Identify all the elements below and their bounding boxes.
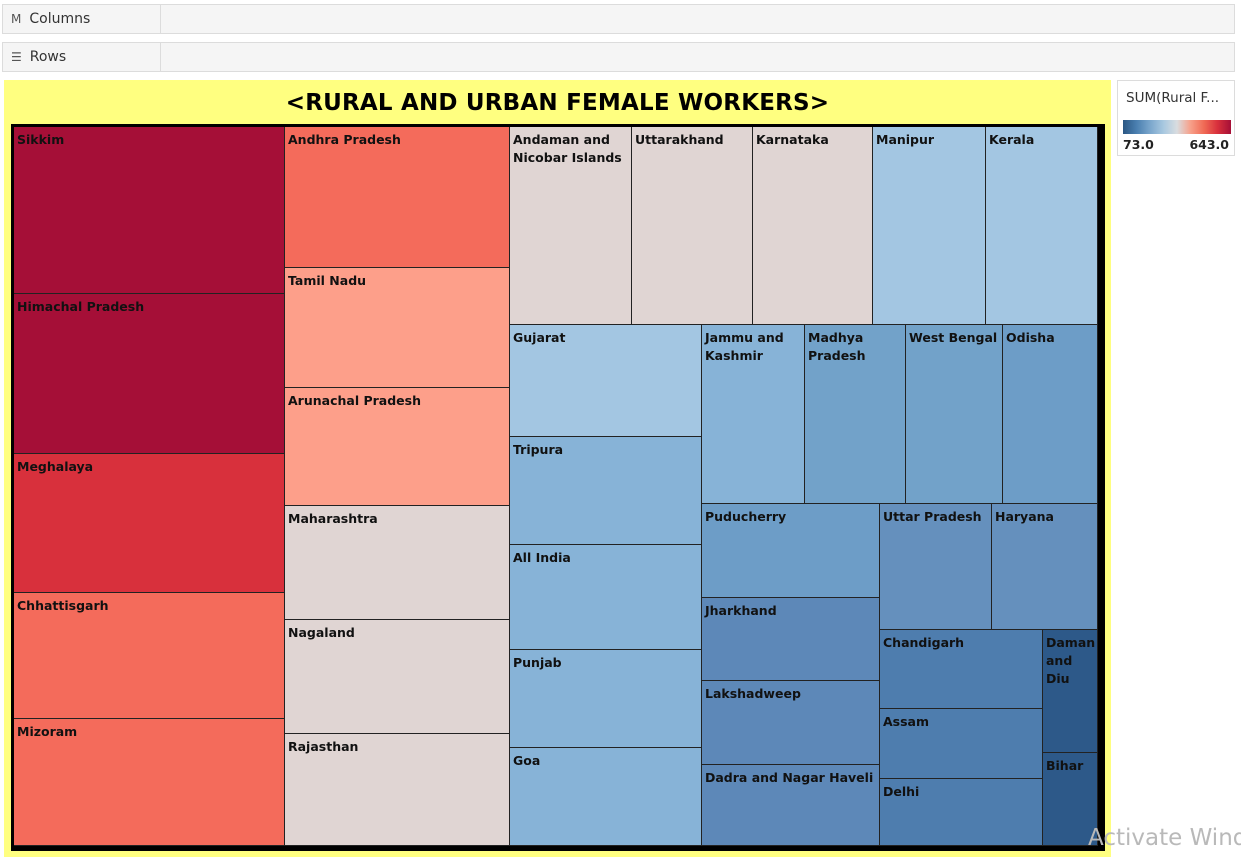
treemap-tile-label: Assam [883, 714, 930, 729]
treemap-tile[interactable]: Chhattisgarh [14, 593, 285, 719]
treemap-tile[interactable]: Arunachal Pradesh [285, 388, 510, 506]
treemap-tile-label: Uttar Pradesh [883, 509, 982, 524]
treemap-tile-label: Mizoram [17, 724, 78, 739]
treemap-tile[interactable]: Puducherry [702, 504, 880, 598]
treemap: Sikkim Himachal Pradesh Meghalaya Chhattisg… [14, 127, 1098, 846]
treemap-tile-label: All India [513, 550, 571, 565]
treemap-tile[interactable]: Kerala [986, 127, 1098, 325]
treemap-tile-label: Kerala [989, 132, 1035, 147]
treemap-tile-label: Madhya Pradesh [808, 330, 866, 363]
treemap-tile-label: Uttarakhand [635, 132, 724, 147]
color-legend[interactable]: SUM(Rural F... 73.0 643.0 [1117, 80, 1235, 156]
treemap-tile-label: Tamil Nadu [288, 273, 367, 288]
treemap-tile-label: Arunachal Pradesh [288, 393, 421, 408]
treemap-tile[interactable]: Haryana [992, 504, 1098, 630]
treemap-tile-label: Lakshadweep [705, 686, 801, 701]
legend-color-ramp [1123, 120, 1231, 134]
treemap-tile-label: Odisha [1006, 330, 1055, 345]
treemap-tile[interactable]: Maharashtra [285, 506, 510, 620]
treemap-tile-label: Delhi [883, 784, 920, 799]
treemap-tile-label: Goa [513, 753, 541, 768]
treemap-tile-label: Daman and Diu [1046, 635, 1096, 686]
treemap-tile[interactable]: Himachal Pradesh [14, 294, 285, 454]
treemap-tile-label: Punjab [513, 655, 562, 670]
treemap-tile[interactable]: Lakshadweep [702, 681, 880, 765]
treemap-tile-label: Chandigarh [883, 635, 965, 650]
treemap-tile[interactable]: Assam [880, 709, 1043, 779]
treemap-tile[interactable]: Bihar [1043, 753, 1098, 846]
treemap-tile[interactable]: Meghalaya [14, 454, 285, 593]
treemap-tile-label: Karnataka [756, 132, 829, 147]
treemap-tile[interactable]: Daman and Diu [1043, 630, 1098, 753]
treemap-tile-label: Bihar [1046, 758, 1084, 773]
columns-icon: Ⅿ [11, 12, 22, 26]
rows-shelf-label: ☰ Rows [3, 43, 161, 71]
treemap-tile-label: Gujarat [513, 330, 566, 345]
rows-label: Rows [29, 49, 67, 65]
columns-label: Columns [29, 11, 91, 27]
treemap-tile-label: Maharashtra [288, 511, 378, 526]
treemap-tile-label: Haryana [995, 509, 1054, 524]
treemap-tile[interactable]: Odisha [1003, 325, 1098, 504]
treemap-tile[interactable]: Uttar Pradesh [880, 504, 992, 630]
treemap-tile[interactable]: Jammu and Kashmir [702, 325, 805, 504]
treemap-tile-label: Sikkim [17, 132, 65, 147]
treemap-tile-label: Jharkhand [705, 603, 777, 618]
legend-max-label: 643.0 [1189, 137, 1229, 152]
treemap-tile[interactable]: Andhra Pradesh [285, 127, 510, 268]
rows-shelf[interactable]: ☰ Rows [2, 42, 1235, 72]
treemap-tile-label: Himachal Pradesh [17, 299, 145, 314]
treemap-tile-label: Tripura [513, 442, 564, 457]
treemap-tile[interactable]: Karnataka [753, 127, 873, 325]
treemap-tile-label: Nagaland [288, 625, 355, 640]
legend-title: SUM(Rural F... [1126, 90, 1220, 106]
treemap-tile[interactable]: Punjab [510, 650, 702, 748]
treemap-tile[interactable]: All India [510, 545, 702, 650]
treemap-tile-label: West Bengal [909, 330, 998, 345]
treemap-tile-label: Andhra Pradesh [288, 132, 401, 147]
treemap-tile[interactable]: Madhya Pradesh [805, 325, 906, 504]
treemap-tile[interactable]: West Bengal [906, 325, 1003, 504]
treemap-tile[interactable]: Jharkhand [702, 598, 880, 681]
treemap-tile-label: Chhattisgarh [17, 598, 109, 613]
treemap-tile[interactable]: Chandigarh [880, 630, 1043, 709]
treemap-tile[interactable]: Andaman and Nicobar Islands [510, 127, 632, 325]
treemap-tile[interactable]: Manipur [873, 127, 986, 325]
treemap-tile-label: Meghalaya [17, 459, 94, 474]
treemap-tile-label: Rajasthan [288, 739, 359, 754]
legend-min-label: 73.0 [1123, 137, 1154, 152]
treemap-tile-label: Puducherry [705, 509, 787, 524]
treemap-tile[interactable]: Gujarat [510, 325, 702, 437]
windows-activation-watermark: Activate Wind [1088, 825, 1241, 851]
rows-icon: ☰ [11, 50, 22, 64]
treemap-tile[interactable]: Nagaland [285, 620, 510, 734]
treemap-tile[interactable]: Sikkim [14, 127, 285, 294]
treemap-tile-label: Manipur [876, 132, 935, 147]
treemap-tile[interactable]: Dadra and Nagar Haveli [702, 765, 880, 846]
treemap-tile[interactable]: Tamil Nadu [285, 268, 510, 388]
treemap-tile[interactable]: Delhi [880, 779, 1043, 846]
chart-title: <RURAL AND URBAN FEMALE WORKERS> [285, 90, 830, 116]
treemap-tile[interactable]: Mizoram [14, 719, 285, 846]
columns-shelf[interactable]: Ⅿ Columns [2, 4, 1235, 34]
treemap-tile-label: Andaman and Nicobar Islands [513, 132, 622, 165]
treemap-tile[interactable]: Rajasthan [285, 734, 510, 846]
columns-shelf-label: Ⅿ Columns [3, 5, 161, 33]
treemap-tile-label: Dadra and Nagar Haveli [705, 770, 874, 785]
treemap-tile[interactable]: Goa [510, 748, 702, 846]
treemap-tile-label: Jammu and Kashmir [705, 330, 784, 363]
treemap-tile[interactable]: Uttarakhand [632, 127, 753, 325]
treemap-tile[interactable]: Tripura [510, 437, 702, 545]
